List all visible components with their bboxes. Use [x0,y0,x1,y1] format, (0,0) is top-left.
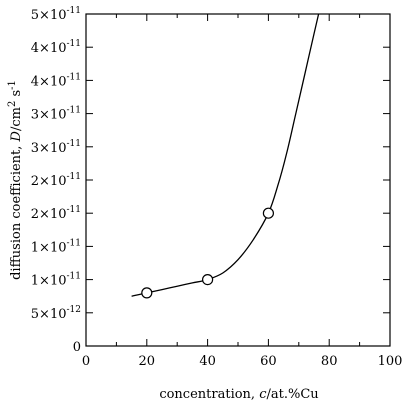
x-tick-label: 40 [199,354,216,369]
y-tick-label: 0 [73,340,81,355]
y-tick-label: 4×10-11 [31,39,81,56]
data-point [262,207,274,219]
x-axis-title: concentration, c/at.%Cu [159,387,318,402]
x-tick-label: 0 [82,354,90,369]
x-tick-label: 80 [321,354,338,369]
y-tick-label: 2×10-11 [31,172,81,189]
x-tick-label: 100 [378,354,403,369]
x-tick-label: 20 [139,354,156,369]
y-axis-title: diffusion coefficient, D/cm2 s-1 [7,80,24,280]
y-tick-label: 3×10-11 [31,139,81,156]
plot-frame [85,13,391,347]
points-layer [141,207,274,299]
y-tick-label: 3×10-11 [31,106,81,123]
y-tick-label: 2×10-11 [31,205,81,222]
y-tick-label: 5×10-11 [31,6,81,23]
y-tick-label: 1×10-11 [31,272,81,289]
labels-layer: 0 20 40 60 80 100 0 5×10-12 1×10-11 1×10-11 2×10-1… [31,6,403,369]
x-tick-label: 60 [260,354,277,369]
data-point [202,274,214,286]
y-tick-label: 1×10-11 [31,238,81,255]
y-tick-label: 4×10-11 [31,72,81,89]
fit-curve [131,13,320,297]
y-tick-label: 5×10-12 [31,305,81,322]
data-point [141,287,153,299]
